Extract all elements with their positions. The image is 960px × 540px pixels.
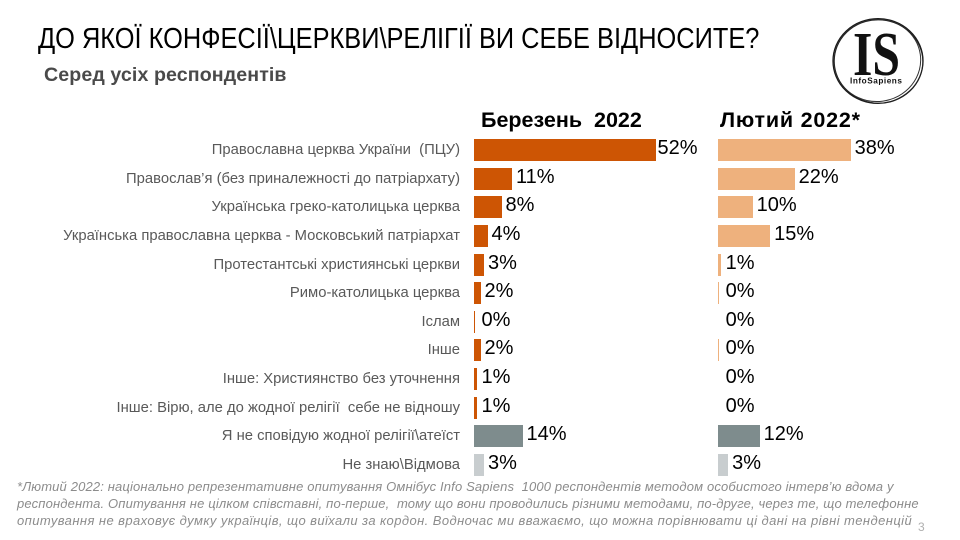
svg-text:InfoSapiens: InfoSapiens xyxy=(850,77,902,86)
svg-text:IS: IS xyxy=(853,21,900,89)
